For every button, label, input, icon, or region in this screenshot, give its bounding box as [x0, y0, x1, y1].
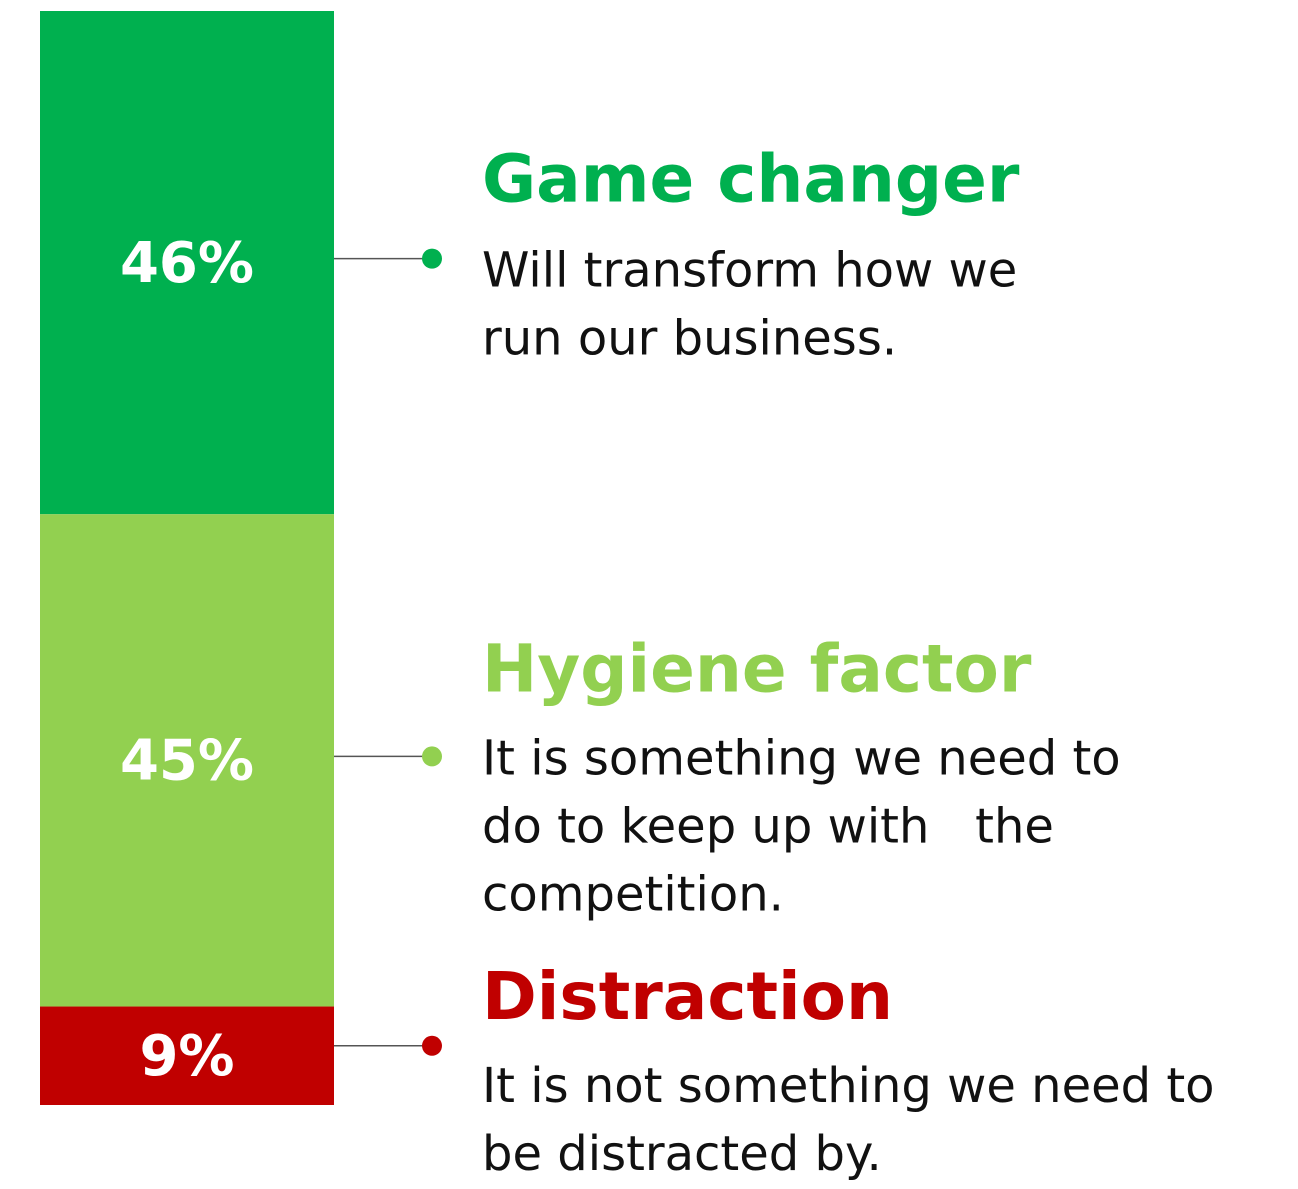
legend-label: Distraction: [482, 958, 893, 1035]
connector-dot: [422, 248, 442, 269]
value-label: 45%: [120, 729, 254, 794]
legend-label: Hygiene factor: [482, 630, 1032, 707]
legend-label: Game changer: [482, 141, 1020, 218]
description: It is not something we need to: [482, 1058, 1215, 1114]
connector-dot: [422, 1035, 442, 1056]
description: do to keep up with the: [482, 798, 1054, 854]
bar-segment: [40, 1006, 334, 1105]
bar-segment: [40, 11, 334, 515]
description: be distracted by.: [482, 1126, 882, 1182]
connector-dot: [422, 746, 442, 767]
description: run our business.: [482, 311, 897, 367]
value-label: 9%: [139, 1024, 234, 1089]
description: Will transform how we: [482, 243, 1017, 299]
description: competition.: [482, 866, 784, 922]
bar-segment: [40, 514, 334, 1007]
description: It is something we need to: [482, 730, 1121, 786]
value-label: 46%: [120, 231, 254, 296]
